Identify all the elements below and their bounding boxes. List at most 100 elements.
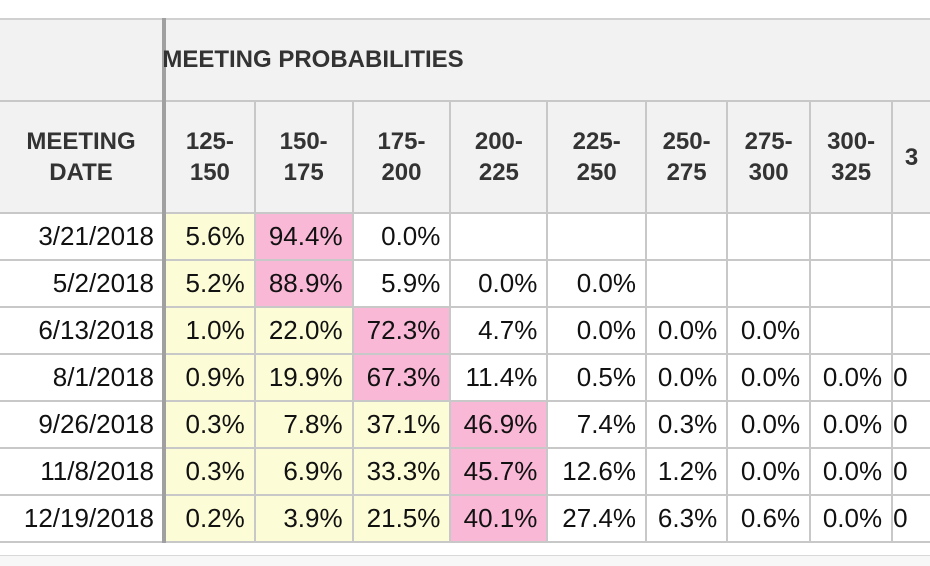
probability-cell: 0.0%: [546, 259, 648, 308]
probability-cell: 0.0%: [809, 447, 894, 496]
probability-cell: [809, 306, 894, 355]
probability-cell: 11.4%: [449, 353, 549, 402]
probability-cell: 0.5%: [546, 353, 648, 402]
table-row[interactable]: 6/13/2018 1.0% 22.0% 72.3% 4.7% 0.0% 0.0% 0.0%: [0, 306, 930, 355]
header-line: MEETING: [26, 128, 136, 155]
probability-cell: 45.7%: [449, 447, 549, 496]
probability-cell: 21.5%: [351, 494, 452, 543]
probability-cell: 94.4%: [253, 212, 354, 261]
probability-cell: 0: [891, 353, 930, 402]
probability-cell: 0.3%: [163, 400, 256, 449]
rate-range-header[interactable]: 150- 175: [253, 100, 354, 214]
probability-cell: 4.7%: [449, 306, 549, 355]
table-row[interactable]: 9/26/2018 0.3% 7.8% 37.1% 46.9% 7.4% 0.3% 0.0% 0…: [0, 400, 930, 449]
rate-range-header[interactable]: 125- 150: [163, 100, 256, 214]
probability-cell: 6.9%: [253, 447, 354, 496]
probability-cell: 67.3%: [351, 353, 452, 402]
probability-cell: 46.9%: [449, 400, 549, 449]
table-row[interactable]: 5/2/2018 5.2% 88.9% 5.9% 0.0% 0.0%: [0, 259, 930, 308]
probability-cell: 6.3%: [645, 494, 729, 543]
probability-cell: [809, 259, 894, 308]
rate-range-header[interactable]: 250- 275: [645, 100, 729, 214]
probability-cell: 0.3%: [163, 447, 256, 496]
banner-title: MEETING PROBABILITIES: [162, 46, 464, 73]
meeting-probabilities-banner: MEETING PROBABILITIES: [162, 18, 930, 102]
probability-cell: 0.0%: [546, 306, 648, 355]
probability-cell: [891, 259, 930, 308]
page-footer-strip: [0, 555, 930, 566]
table-row[interactable]: 3/21/2018 5.6% 94.4% 0.0%: [0, 212, 930, 261]
probability-cell: [449, 212, 549, 261]
probability-cell: 5.9%: [351, 259, 452, 308]
probability-cell: 12.6%: [546, 447, 648, 496]
header-line: 250-: [662, 128, 711, 155]
table-body: 3/21/2018 5.6% 94.4% 0.0% 5/2/2018 5.2% 88.9% 5…: [0, 212, 930, 543]
probability-cell: 0: [891, 447, 930, 496]
probability-cell: 1.2%: [645, 447, 729, 496]
meeting-date-cell: 5/2/2018: [0, 259, 167, 308]
probability-cell: 0.0%: [726, 306, 812, 355]
probability-cell: [726, 212, 812, 261]
header-line: 175-: [377, 128, 426, 155]
probability-cell: 0.0%: [809, 353, 894, 402]
meeting-date-header: MEETING DATE: [0, 100, 167, 214]
rate-range-header[interactable]: 200- 225: [449, 100, 549, 214]
probability-cell: 0.0%: [809, 494, 894, 543]
meeting-date-cell: 3/21/2018: [0, 212, 167, 261]
top-left-corner: [0, 18, 167, 102]
rate-range-header[interactable]: 225- 250: [546, 100, 648, 214]
probability-cell: 0.0%: [645, 353, 729, 402]
header-line: 3: [904, 143, 919, 171]
header-line: 225: [478, 159, 519, 186]
probability-cell: 0.0%: [726, 400, 812, 449]
probability-cell: 0.0%: [809, 400, 894, 449]
probability-cell: 0.0%: [726, 353, 812, 402]
probability-cell: 5.2%: [163, 259, 256, 308]
probability-cell: 3.9%: [253, 494, 354, 543]
probability-cell: 0: [891, 494, 930, 543]
probability-cell: 1.0%: [163, 306, 256, 355]
header-line: 275-: [744, 128, 793, 155]
probability-cell: 37.1%: [351, 400, 452, 449]
probability-cell: [645, 259, 729, 308]
meeting-date-cell: 8/1/2018: [0, 353, 167, 402]
probability-cell: 0.0%: [645, 306, 729, 355]
table-row[interactable]: 11/8/2018 0.3% 6.9% 33.3% 45.7% 12.6% 1.2% 0.0%…: [0, 447, 930, 496]
header-line: 150-: [279, 128, 328, 155]
probability-cell: 0.3%: [645, 400, 729, 449]
probability-cell: 7.8%: [253, 400, 354, 449]
probability-cell: [891, 212, 930, 261]
meeting-date-cell: 6/13/2018: [0, 306, 167, 355]
probability-cell: 5.6%: [163, 212, 256, 261]
probability-cell: 0.9%: [163, 353, 256, 402]
rate-range-header[interactable]: 275- 300: [726, 100, 812, 214]
rate-range-header[interactable]: 300- 325: [809, 100, 894, 214]
probability-cell: 40.1%: [449, 494, 549, 543]
probability-cell: [726, 259, 812, 308]
header-line: 125-: [185, 128, 234, 155]
header-line: 300: [748, 159, 789, 186]
probability-cell: 0.0%: [449, 259, 549, 308]
header-line: DATE: [49, 159, 113, 186]
table-row[interactable]: 12/19/2018 0.2% 3.9% 21.5% 40.1% 27.4% 6.3% 0.6…: [0, 494, 930, 543]
probability-cell: 22.0%: [253, 306, 354, 355]
probability-cell: [645, 212, 729, 261]
probability-cell: 33.3%: [351, 447, 452, 496]
rate-range-header[interactable]: 3: [891, 100, 930, 214]
rate-range-header[interactable]: 175- 200: [351, 100, 452, 214]
meeting-date-cell: 12/19/2018: [0, 494, 167, 543]
table-row[interactable]: 8/1/2018 0.9% 19.9% 67.3% 11.4% 0.5% 0.0% 0.0% 0…: [0, 353, 930, 402]
header-line: 200-: [474, 128, 523, 155]
probability-cell: [546, 212, 648, 261]
probability-cell: 7.4%: [546, 400, 648, 449]
header-line: 325: [831, 159, 872, 186]
probability-cell: 72.3%: [351, 306, 452, 355]
meeting-probabilities-table: MEETING PROBABILITIES MEETING DATE 125- 1…: [0, 18, 930, 543]
meeting-date-cell: 11/8/2018: [0, 447, 167, 496]
header-line: 225-: [572, 128, 621, 155]
probability-cell: [809, 212, 894, 261]
probability-cell: 0.6%: [726, 494, 812, 543]
header-line: 175: [283, 159, 324, 186]
probability-cell: 19.9%: [253, 353, 354, 402]
